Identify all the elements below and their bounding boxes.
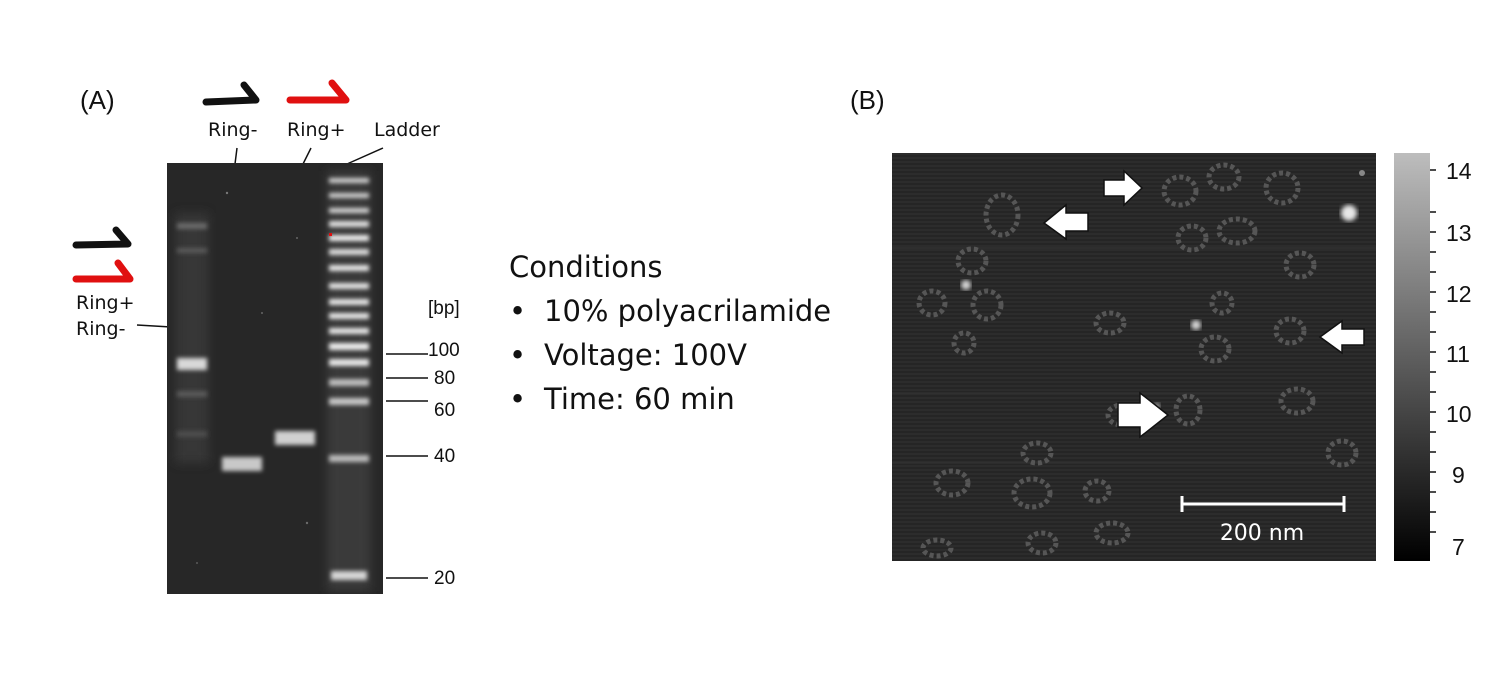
lane-label-ring-minus: Ring-	[208, 119, 258, 141]
bullet-icon: •	[509, 382, 527, 416]
side-leader-line	[136, 324, 172, 328]
side-label-ring-minus: Ring-	[76, 318, 126, 340]
afm-image: 200 nm	[892, 153, 1376, 561]
lane-leader-lines	[234, 147, 384, 165]
colorbar-tick-13: 13	[1446, 220, 1472, 246]
panel-b-label: (B)	[850, 85, 885, 115]
colorbar-tick-10: 10	[1446, 401, 1472, 427]
bullet-icon: •	[509, 338, 527, 372]
strand-icons-top	[202, 79, 350, 106]
colorbar-tick-12: 12	[1446, 281, 1472, 307]
red-strand-icon	[286, 79, 350, 104]
scale-bar	[1180, 496, 1346, 512]
condition-text-1: 10% polyacrilamide	[544, 294, 832, 328]
bp-marker-20: 20	[434, 568, 456, 589]
condition-text-3: Time: 60 min	[544, 382, 735, 416]
arrow-icon-4	[1117, 391, 1170, 439]
colorbar-tick-11: 11	[1446, 341, 1470, 367]
lane-label-ring-plus: Ring+	[287, 119, 346, 141]
panel-a-label: (A)	[80, 85, 115, 115]
condition-item-1: • 10% polyacrilamide	[509, 294, 831, 328]
lane-label-ladder: Ladder	[374, 119, 440, 141]
bp-marker-40: 40	[434, 446, 456, 467]
colorbar	[1394, 153, 1436, 561]
bp-marker-100: 100	[428, 340, 460, 361]
arrow-icon-2	[1042, 203, 1089, 241]
arrow-icon-3	[1318, 319, 1365, 355]
condition-text-2: Voltage: 100V	[544, 338, 747, 372]
strand-icons-side	[72, 226, 134, 283]
colorbar-tick-7: 7	[1452, 534, 1465, 560]
bp-unit-label: [bp]	[428, 298, 460, 319]
bullet-icon: •	[509, 294, 527, 328]
condition-item-2: • Voltage: 100V	[509, 338, 747, 372]
arrow-icon-1	[1103, 169, 1144, 207]
bp-marker-60: 60	[434, 400, 456, 421]
side-label-ring-plus: Ring+	[76, 292, 135, 314]
colorbar-tick-14: 14	[1446, 158, 1472, 184]
condition-item-3: • Time: 60 min	[509, 382, 735, 416]
colorbar-tick-9: 9	[1452, 462, 1465, 488]
bp-marker-ticks	[386, 353, 428, 579]
conditions-title: Conditions	[509, 250, 663, 284]
black-strand-icon	[202, 81, 260, 106]
gel-image	[167, 163, 383, 594]
bp-marker-80: 80	[434, 368, 456, 389]
scale-bar-label: 200 nm	[1220, 521, 1304, 546]
